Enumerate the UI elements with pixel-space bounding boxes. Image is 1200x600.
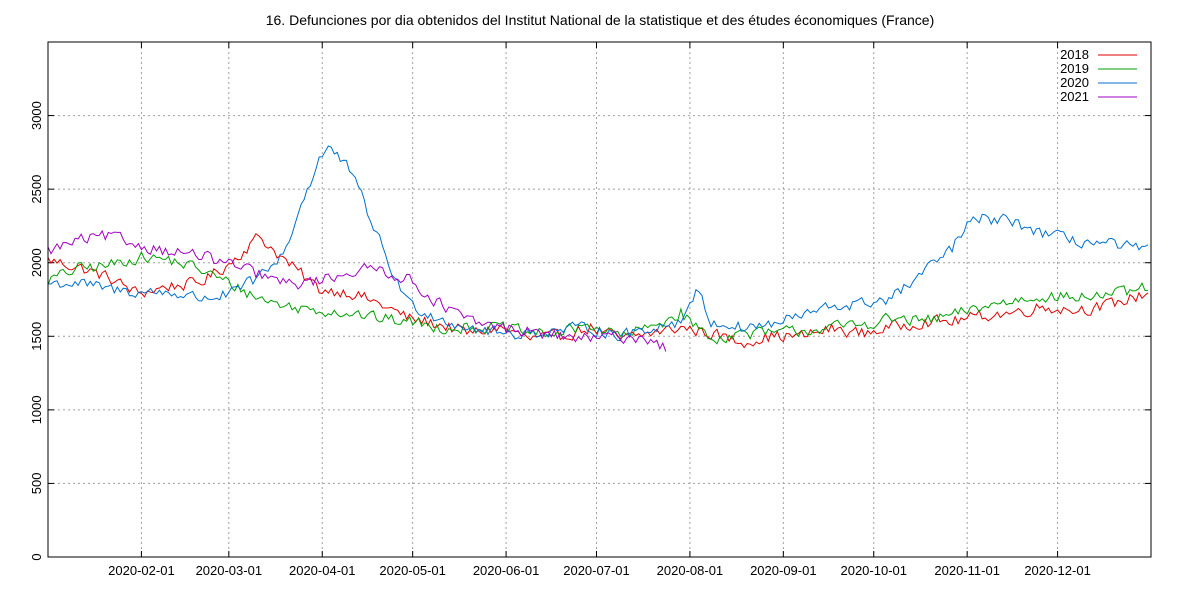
x-tick-label: 2020-02-01 — [108, 563, 175, 578]
series-line-2019 — [47, 250, 1149, 345]
grid-layer — [48, 42, 1151, 557]
series-line-2018 — [47, 232, 1149, 349]
series-layer — [47, 145, 1149, 352]
series-line-2021 — [47, 229, 667, 352]
x-tick-label: 2020-06-01 — [473, 563, 540, 578]
y-tick-label: 3000 — [29, 101, 44, 130]
x-axis-ticks: 2020-02-01 2020-03-01 2020-04-01 2020-05-01… — [108, 42, 1091, 578]
x-tick-label: 2020-12-01 — [1024, 563, 1091, 578]
x-tick-label: 2020-08-01 — [657, 563, 724, 578]
y-tick-label: 2500 — [29, 175, 44, 204]
x-tick-label: 2020-09-01 — [750, 563, 817, 578]
x-tick-label: 2020-10-01 — [840, 563, 907, 578]
x-tick-label: 2020-05-01 — [379, 563, 446, 578]
y-tick-label: 500 — [29, 473, 44, 495]
series-line-2020 — [47, 145, 1149, 342]
x-tick-label: 2020-11-01 — [934, 563, 1000, 578]
y-tick-label: 1000 — [29, 395, 44, 424]
y-tick-label: 2000 — [29, 248, 44, 277]
y-tick-label: 0 — [29, 553, 44, 560]
plot-frame — [47, 41, 1152, 558]
x-tick-label: 2020-04-01 — [289, 563, 356, 578]
legend-label-2018: 2018 — [1060, 47, 1089, 62]
chart-title: 16. Defunciones por dia obtenidos del In… — [266, 12, 935, 28]
x-tick-label: 2020-03-01 — [196, 563, 263, 578]
legend-label-2021: 2021 — [1060, 89, 1089, 104]
legend-label-2019: 2019 — [1060, 61, 1089, 76]
y-axis-ticks: 0 500 1000 1500 2000 2500 3000 — [29, 101, 1151, 561]
y-tick-label: 1500 — [29, 322, 44, 351]
x-tick-label: 2020-07-01 — [563, 563, 630, 578]
legend-label-2020: 2020 — [1060, 75, 1089, 90]
